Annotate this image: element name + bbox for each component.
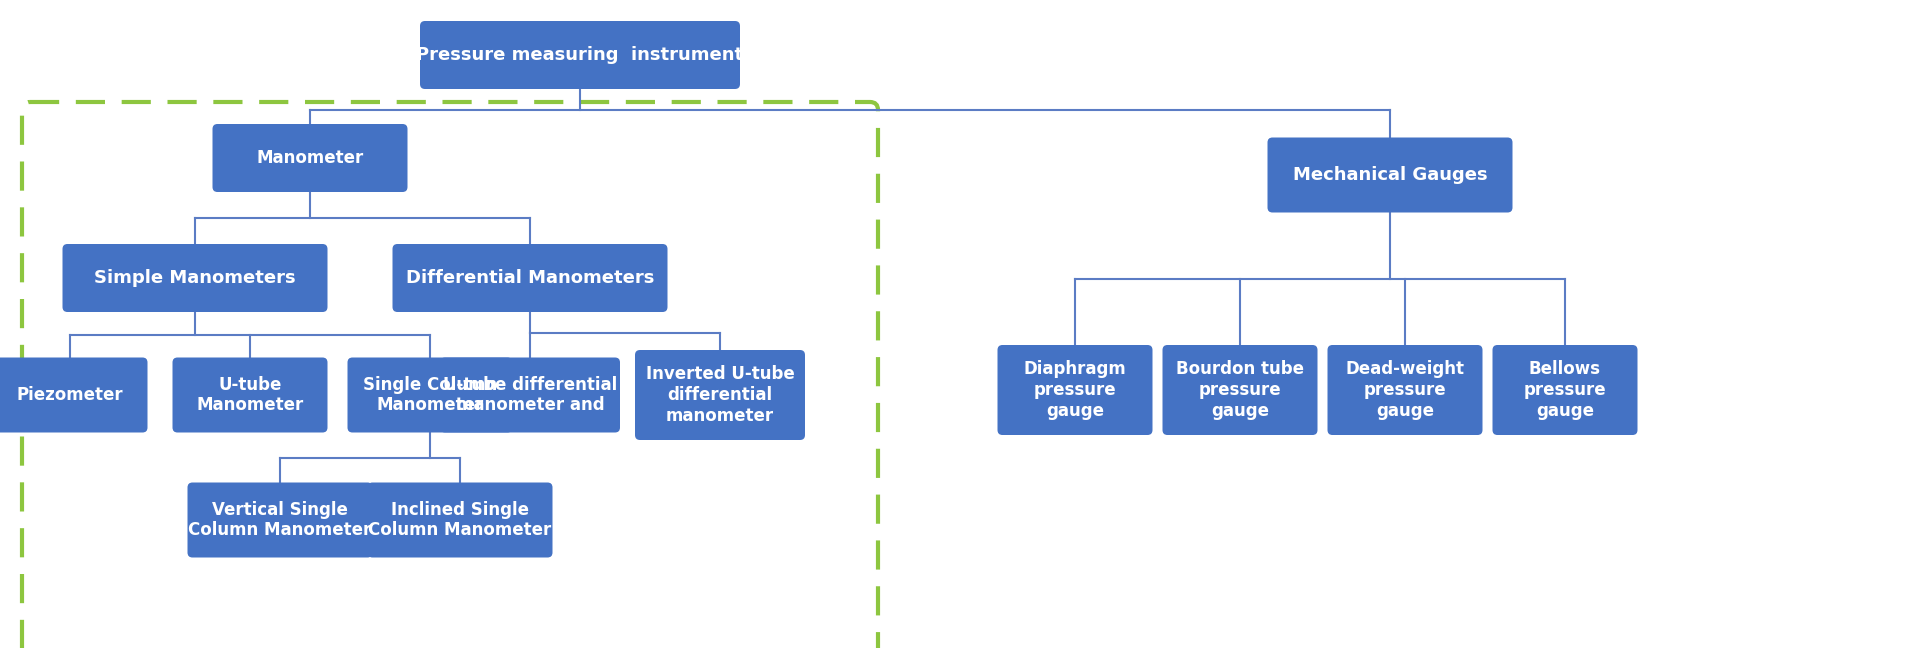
- Text: Diaphragm
pressure
gauge: Diaphragm pressure gauge: [1024, 360, 1126, 420]
- Text: Pressure measuring  instrument: Pressure measuring instrument: [416, 46, 744, 64]
- FancyBboxPatch shape: [368, 483, 552, 557]
- FancyBboxPatch shape: [1492, 345, 1638, 435]
- Text: Manometer: Manometer: [257, 149, 364, 167]
- Text: Inclined Single
Column Manometer: Inclined Single Column Manometer: [368, 501, 552, 539]
- Text: Mechanical Gauges: Mechanical Gauges: [1293, 166, 1486, 184]
- FancyBboxPatch shape: [635, 350, 806, 440]
- Text: Dead-weight
pressure
gauge: Dead-weight pressure gauge: [1346, 360, 1465, 420]
- FancyBboxPatch shape: [188, 483, 372, 557]
- FancyBboxPatch shape: [347, 358, 512, 432]
- FancyBboxPatch shape: [997, 345, 1153, 435]
- Text: Vertical Single
Column Manometer: Vertical Single Column Manometer: [188, 501, 372, 539]
- FancyBboxPatch shape: [1268, 137, 1513, 213]
- FancyBboxPatch shape: [393, 244, 667, 312]
- FancyBboxPatch shape: [0, 358, 148, 432]
- Text: Simple Manometers: Simple Manometers: [94, 269, 295, 287]
- Text: Piezometer: Piezometer: [17, 386, 123, 404]
- Text: Differential Manometers: Differential Manometers: [407, 269, 654, 287]
- Text: Single Column
Manometer: Single Column Manometer: [363, 376, 497, 415]
- FancyBboxPatch shape: [420, 21, 740, 89]
- FancyBboxPatch shape: [1162, 345, 1318, 435]
- Text: U-tube
Manometer: U-tube Manometer: [196, 376, 303, 415]
- FancyBboxPatch shape: [63, 244, 328, 312]
- Text: Inverted U-tube
differential
manometer: Inverted U-tube differential manometer: [646, 365, 794, 425]
- FancyBboxPatch shape: [439, 358, 620, 432]
- FancyBboxPatch shape: [173, 358, 328, 432]
- Text: Bellows
pressure
gauge: Bellows pressure gauge: [1523, 360, 1605, 420]
- FancyBboxPatch shape: [1327, 345, 1483, 435]
- FancyBboxPatch shape: [213, 124, 407, 192]
- Text: U-tube differential
manometer and: U-tube differential manometer and: [443, 376, 618, 415]
- Text: Bourdon tube
pressure
gauge: Bourdon tube pressure gauge: [1176, 360, 1304, 420]
